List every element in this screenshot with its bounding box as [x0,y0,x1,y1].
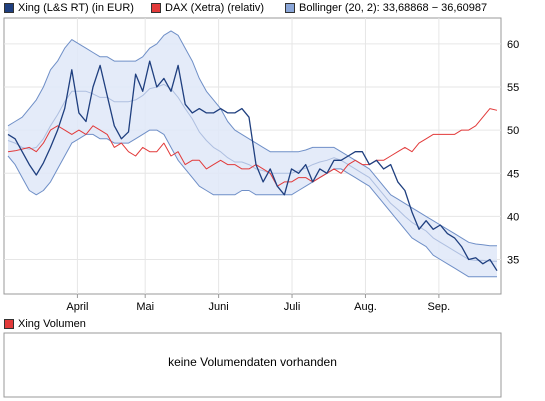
bollinger-lower-line [7,129,497,278]
volume-swatch [4,319,14,329]
legend-swatch-xing [4,3,14,13]
legend-label-bollinger: Bollinger (20, 2): 33,68868 − 36,60987 [299,2,488,14]
x-axis: April Mai Juni Juli Aug. Sep. [66,294,450,313]
x-tick-label-5: Sep. [428,301,451,313]
y-tick-label-35: 35 [507,255,519,267]
series-lines [7,30,498,278]
legend-item-bollinger: Bollinger (20, 2): 33,68868 − 36,60987 [285,2,487,14]
x-tick-label-3: Juli [284,301,301,313]
y-axis: 35 40 45 50 55 60 [507,39,519,267]
price-chart: 35 40 45 50 55 60 April Mai Juni Juli Aug. Sep. [3,17,519,313]
volume-frame [3,332,502,398]
chart-legend: Xing (L&S RT) (in EUR) DAX (Xetra) (rela… [0,0,545,16]
x-tick-label-0: April [66,301,88,313]
x-tick-label-2: Juni [209,301,229,313]
bollinger-band-fill [8,30,497,277]
legend-label-xing: Xing (L&S RT) (in EUR) [18,2,134,14]
legend-swatch-dax [151,3,161,13]
x-tick-label-1: Mai [136,301,154,313]
y-tick-label-55: 55 [507,82,519,94]
legend-item-dax: DAX (Xetra) (relativ) [151,2,264,14]
legend-label-dax: DAX (Xetra) (relativ) [165,2,265,14]
volume-legend-label: Xing Volumen [18,318,86,330]
x-tick-label-4: Aug. [354,301,377,313]
legend-swatch-bollinger [285,3,295,13]
y-tick-label-50: 50 [507,125,519,137]
legend-item-xing: Xing (L&S RT) (in EUR) [4,2,134,14]
volume-empty-message: keine Volumendaten vorhanden [168,355,337,369]
y-tick-label-40: 40 [507,211,519,223]
series-line-xing [7,60,498,272]
series-line-dax [7,108,498,187]
volume-legend: Xing Volumen [0,318,86,330]
y-tick-label-45: 45 [507,168,519,180]
bollinger-band [8,30,497,277]
y-tick-label-60: 60 [507,39,519,51]
volume-panel [3,332,502,398]
